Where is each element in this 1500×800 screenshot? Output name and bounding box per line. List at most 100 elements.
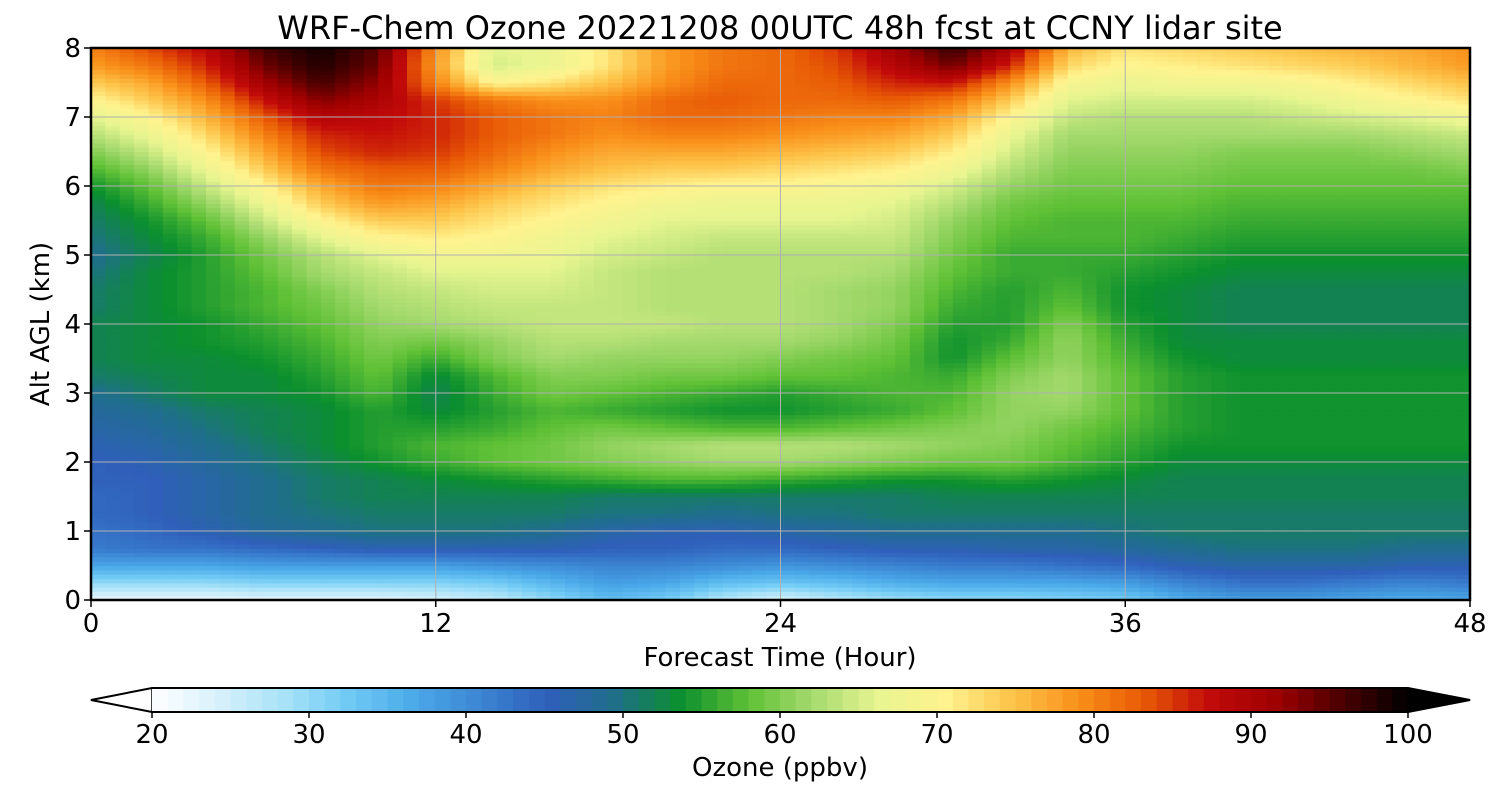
heatmap-cell xyxy=(148,414,164,420)
heatmap-cell xyxy=(751,479,767,485)
heatmap-cell xyxy=(852,444,868,450)
heatmap-cell xyxy=(1039,509,1055,515)
heatmap-cell xyxy=(335,483,351,489)
heatmap-cell xyxy=(938,423,954,429)
heatmap-cell xyxy=(435,423,451,429)
heatmap-cell xyxy=(177,462,193,467)
heatmap-cell xyxy=(1311,388,1327,394)
heatmap-cell xyxy=(493,466,509,472)
heatmap-cell xyxy=(263,543,279,549)
heatmap-cell xyxy=(263,513,279,519)
heatmap-cell xyxy=(320,595,336,600)
heatmap-cell xyxy=(263,548,279,554)
heatmap-cell xyxy=(1082,582,1098,588)
heatmap-cell xyxy=(751,552,767,558)
heatmap-cell xyxy=(981,513,997,519)
heatmap-cell xyxy=(1383,539,1399,545)
heatmap-cell xyxy=(881,375,897,381)
heatmap-cell xyxy=(277,449,293,454)
heatmap-cell xyxy=(852,436,868,442)
heatmap-cell xyxy=(1441,440,1457,446)
heatmap-cell xyxy=(823,487,839,493)
heatmap-cell xyxy=(263,388,279,394)
heatmap-cell xyxy=(234,578,250,584)
heatmap-cell xyxy=(881,449,897,454)
heatmap-cell xyxy=(708,522,724,528)
heatmap-cell xyxy=(1398,552,1414,558)
heatmap-cell xyxy=(1240,418,1256,424)
heatmap-cell xyxy=(1311,474,1327,480)
heatmap-cell xyxy=(1010,444,1026,450)
heatmap-cell xyxy=(622,569,638,575)
heatmap-cell xyxy=(881,427,897,433)
heatmap-cell xyxy=(1039,397,1055,403)
heatmap-cell xyxy=(866,565,882,571)
heatmap-cell xyxy=(1383,578,1399,584)
heatmap-cell xyxy=(1441,393,1457,398)
heatmap-cell xyxy=(378,479,394,485)
heatmap-cell xyxy=(837,483,853,489)
heatmap-cell xyxy=(1426,423,1442,429)
heatmap-cell xyxy=(320,453,336,459)
heatmap-cell xyxy=(1125,487,1141,493)
heatmap-cell xyxy=(177,522,193,528)
heatmap-cell xyxy=(1398,440,1414,446)
heatmap-cell xyxy=(220,479,236,485)
heatmap-cell xyxy=(723,427,738,433)
heatmap-cell xyxy=(1383,561,1399,567)
heatmap-cell xyxy=(1455,513,1470,519)
heatmap-cell xyxy=(119,418,135,424)
heatmap-cell xyxy=(464,470,480,476)
heatmap-cell xyxy=(450,535,466,541)
heatmap-cell xyxy=(723,397,738,403)
heatmap-cell xyxy=(191,569,207,575)
heatmap-cell xyxy=(1067,587,1083,592)
heatmap-cell xyxy=(780,543,796,549)
heatmap-cell xyxy=(1110,483,1126,489)
heatmap-cell xyxy=(1297,431,1313,437)
heatmap-cell xyxy=(952,453,968,459)
heatmap-cell xyxy=(119,457,135,463)
heatmap-cell xyxy=(1283,578,1299,584)
heatmap-cell xyxy=(349,423,365,429)
heatmap-cell xyxy=(766,470,782,476)
heatmap-cell xyxy=(1139,513,1155,519)
heatmap-cell xyxy=(363,462,379,467)
heatmap-cell xyxy=(1254,393,1270,398)
heatmap-cell xyxy=(981,384,997,390)
heatmap-cell xyxy=(1225,457,1241,463)
heatmap-cell xyxy=(1441,483,1457,489)
heatmap-cell xyxy=(995,388,1011,394)
heatmap-cell xyxy=(234,522,250,528)
heatmap-cell xyxy=(636,505,652,511)
heatmap-cell xyxy=(881,513,897,519)
heatmap-cell xyxy=(1225,431,1241,437)
heatmap-cell xyxy=(335,375,351,381)
heatmap-cell xyxy=(1383,548,1399,554)
heatmap-cell xyxy=(1168,410,1184,416)
heatmap-cell xyxy=(967,466,983,472)
heatmap-cell xyxy=(1010,543,1026,549)
heatmap-cell xyxy=(119,453,135,459)
heatmap-cell xyxy=(579,397,595,403)
heatmap-cell xyxy=(651,483,667,489)
heatmap-cell xyxy=(306,526,322,532)
heatmap-cell xyxy=(967,479,983,485)
heatmap-cell xyxy=(119,380,135,385)
heatmap-cell xyxy=(1225,492,1241,498)
heatmap-cell xyxy=(780,556,796,562)
heatmap-cell xyxy=(723,496,738,502)
heatmap-cell xyxy=(435,500,451,506)
heatmap-cell xyxy=(1197,388,1213,394)
heatmap-cell xyxy=(837,578,853,584)
heatmap-cell xyxy=(967,397,983,403)
heatmap-cell xyxy=(881,591,897,597)
heatmap-cell xyxy=(780,578,796,584)
heatmap-cell xyxy=(1369,522,1385,528)
heatmap-cell xyxy=(651,561,667,567)
heatmap-cell xyxy=(909,457,925,463)
heatmap-cell xyxy=(780,431,796,437)
heatmap-cell xyxy=(981,440,997,446)
heatmap-cell xyxy=(550,487,566,493)
heatmap-cell xyxy=(1197,462,1213,467)
